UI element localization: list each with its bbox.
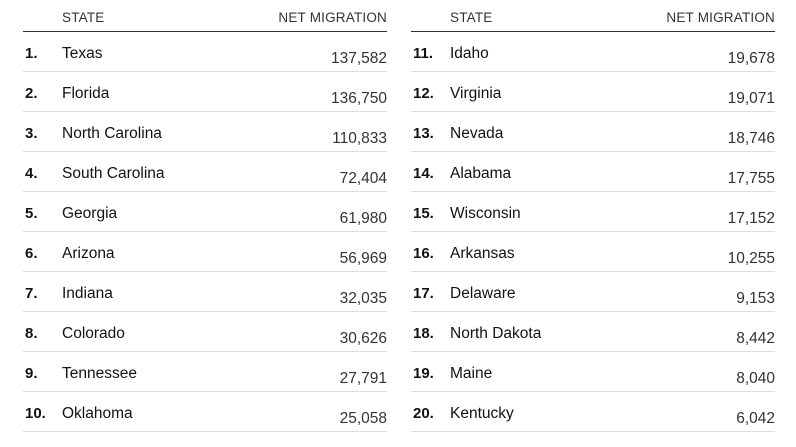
rank-number: 3.	[25, 125, 38, 142]
table-row: 9. Tennessee 27,791	[23, 352, 387, 392]
table-row: 13. Nevada 18,746	[411, 112, 775, 152]
table-row: 19. Maine 8,040	[411, 352, 775, 392]
net-migration-value: 10,255	[727, 250, 775, 267]
net-migration-value: 19,678	[727, 50, 775, 67]
state-name: South Carolina	[62, 165, 165, 182]
table-row: 1. Texas 137,582	[23, 32, 387, 72]
state-name: Kentucky	[450, 405, 514, 422]
rank-number: 2.	[25, 85, 38, 102]
rank-number: 4.	[25, 165, 38, 182]
migration-table-right: STATE NET MIGRATION 11. Idaho 19,678 12. Vir…	[411, 0, 775, 432]
table-row: 11. Idaho 19,678	[411, 32, 775, 72]
state-name: Nevada	[450, 125, 504, 142]
table-body: 1. Texas 137,582 2. Florida 136,750 3. North Ca…	[23, 32, 387, 432]
table-row: 4. South Carolina 72,404	[23, 152, 387, 192]
state-name: Indiana	[62, 285, 113, 302]
state-name: Arkansas	[450, 245, 515, 262]
net-migration-value: 6,042	[736, 410, 775, 427]
state-name: Florida	[62, 85, 110, 102]
net-migration-value: 32,035	[339, 290, 387, 307]
state-name: Georgia	[62, 205, 118, 222]
state-name: North Carolina	[62, 125, 162, 142]
rank-number: 12.	[413, 85, 434, 102]
state-column-header: STATE	[62, 10, 105, 25]
net-migration-value: 19,071	[727, 90, 775, 107]
state-name: Arizona	[62, 245, 115, 262]
rank-number: 1.	[25, 45, 38, 62]
net-migration-value: 9,153	[736, 290, 775, 307]
net-migration-value: 56,969	[339, 250, 387, 267]
net-migration-column-header: NET MIGRATION	[278, 10, 387, 25]
table-row: 5. Georgia 61,980	[23, 192, 387, 232]
net-migration-value: 17,755	[727, 170, 775, 187]
rank-number: 11.	[413, 45, 434, 62]
rank-number: 13.	[413, 125, 434, 142]
net-migration-value: 30,626	[339, 330, 387, 347]
rank-number: 9.	[25, 365, 38, 382]
net-migration-value: 110,833	[332, 130, 387, 147]
rank-number: 20.	[413, 405, 434, 422]
rank-number: 17.	[413, 285, 434, 302]
rank-number: 15.	[413, 205, 434, 222]
state-column-header: STATE	[450, 10, 493, 25]
state-name: Alabama	[450, 165, 512, 182]
rank-number: 6.	[25, 245, 38, 262]
state-name: Delaware	[450, 285, 516, 302]
state-name: Wisconsin	[450, 205, 521, 222]
table-row: 2. Florida 136,750	[23, 72, 387, 112]
state-name: North Dakota	[450, 325, 542, 342]
table-row: 6. Arizona 56,969	[23, 232, 387, 272]
net-migration-value: 18,746	[727, 130, 775, 147]
state-name: Maine	[450, 365, 493, 382]
table-row: 8. Colorado 30,626	[23, 312, 387, 352]
table-row: 12. Virginia 19,071	[411, 72, 775, 112]
state-name: Tennessee	[62, 365, 137, 382]
rank-number: 7.	[25, 285, 38, 302]
rank-number: 5.	[25, 205, 38, 222]
net-migration-value: 25,058	[339, 410, 387, 427]
table-row: 3. North Carolina 110,833	[23, 112, 387, 152]
rank-number: 16.	[413, 245, 434, 262]
state-name: Oklahoma	[62, 405, 133, 422]
net-migration-value: 27,791	[339, 370, 387, 387]
net-migration-value: 72,404	[339, 170, 387, 187]
table-row: 10. Oklahoma 25,058	[23, 392, 387, 432]
rank-number: 8.	[25, 325, 38, 342]
net-migration-value: 8,040	[736, 370, 775, 387]
table-body: 11. Idaho 19,678 12. Virginia 19,071 13. Nevada…	[411, 32, 775, 432]
table-row: 17. Delaware 9,153	[411, 272, 775, 312]
table-header: STATE NET MIGRATION	[411, 0, 775, 32]
net-migration-value: 17,152	[727, 210, 775, 227]
table-row: 7. Indiana 32,035	[23, 272, 387, 312]
net-migration-column-header: NET MIGRATION	[666, 10, 775, 25]
state-name: Idaho	[450, 45, 489, 62]
state-name: Colorado	[62, 325, 125, 342]
table-row: 14. Alabama 17,755	[411, 152, 775, 192]
state-name: Texas	[62, 45, 103, 62]
rank-number: 14.	[413, 165, 434, 182]
rank-number: 10.	[25, 405, 46, 422]
migration-table-left: STATE NET MIGRATION 1. Texas 137,582 2. Flor…	[23, 0, 387, 432]
net-migration-value: 8,442	[736, 330, 775, 347]
net-migration-value: 137,582	[330, 50, 387, 67]
net-migration-value: 61,980	[339, 210, 387, 227]
state-name: Virginia	[450, 85, 502, 102]
table-header: STATE NET MIGRATION	[23, 0, 387, 32]
rank-number: 18.	[413, 325, 434, 342]
table-row: 16. Arkansas 10,255	[411, 232, 775, 272]
table-row: 20. Kentucky 6,042	[411, 392, 775, 432]
table-row: 15. Wisconsin 17,152	[411, 192, 775, 232]
rank-number: 19.	[413, 365, 434, 382]
net-migration-value: 136,750	[330, 90, 387, 107]
table-row: 18. North Dakota 8,442	[411, 312, 775, 352]
